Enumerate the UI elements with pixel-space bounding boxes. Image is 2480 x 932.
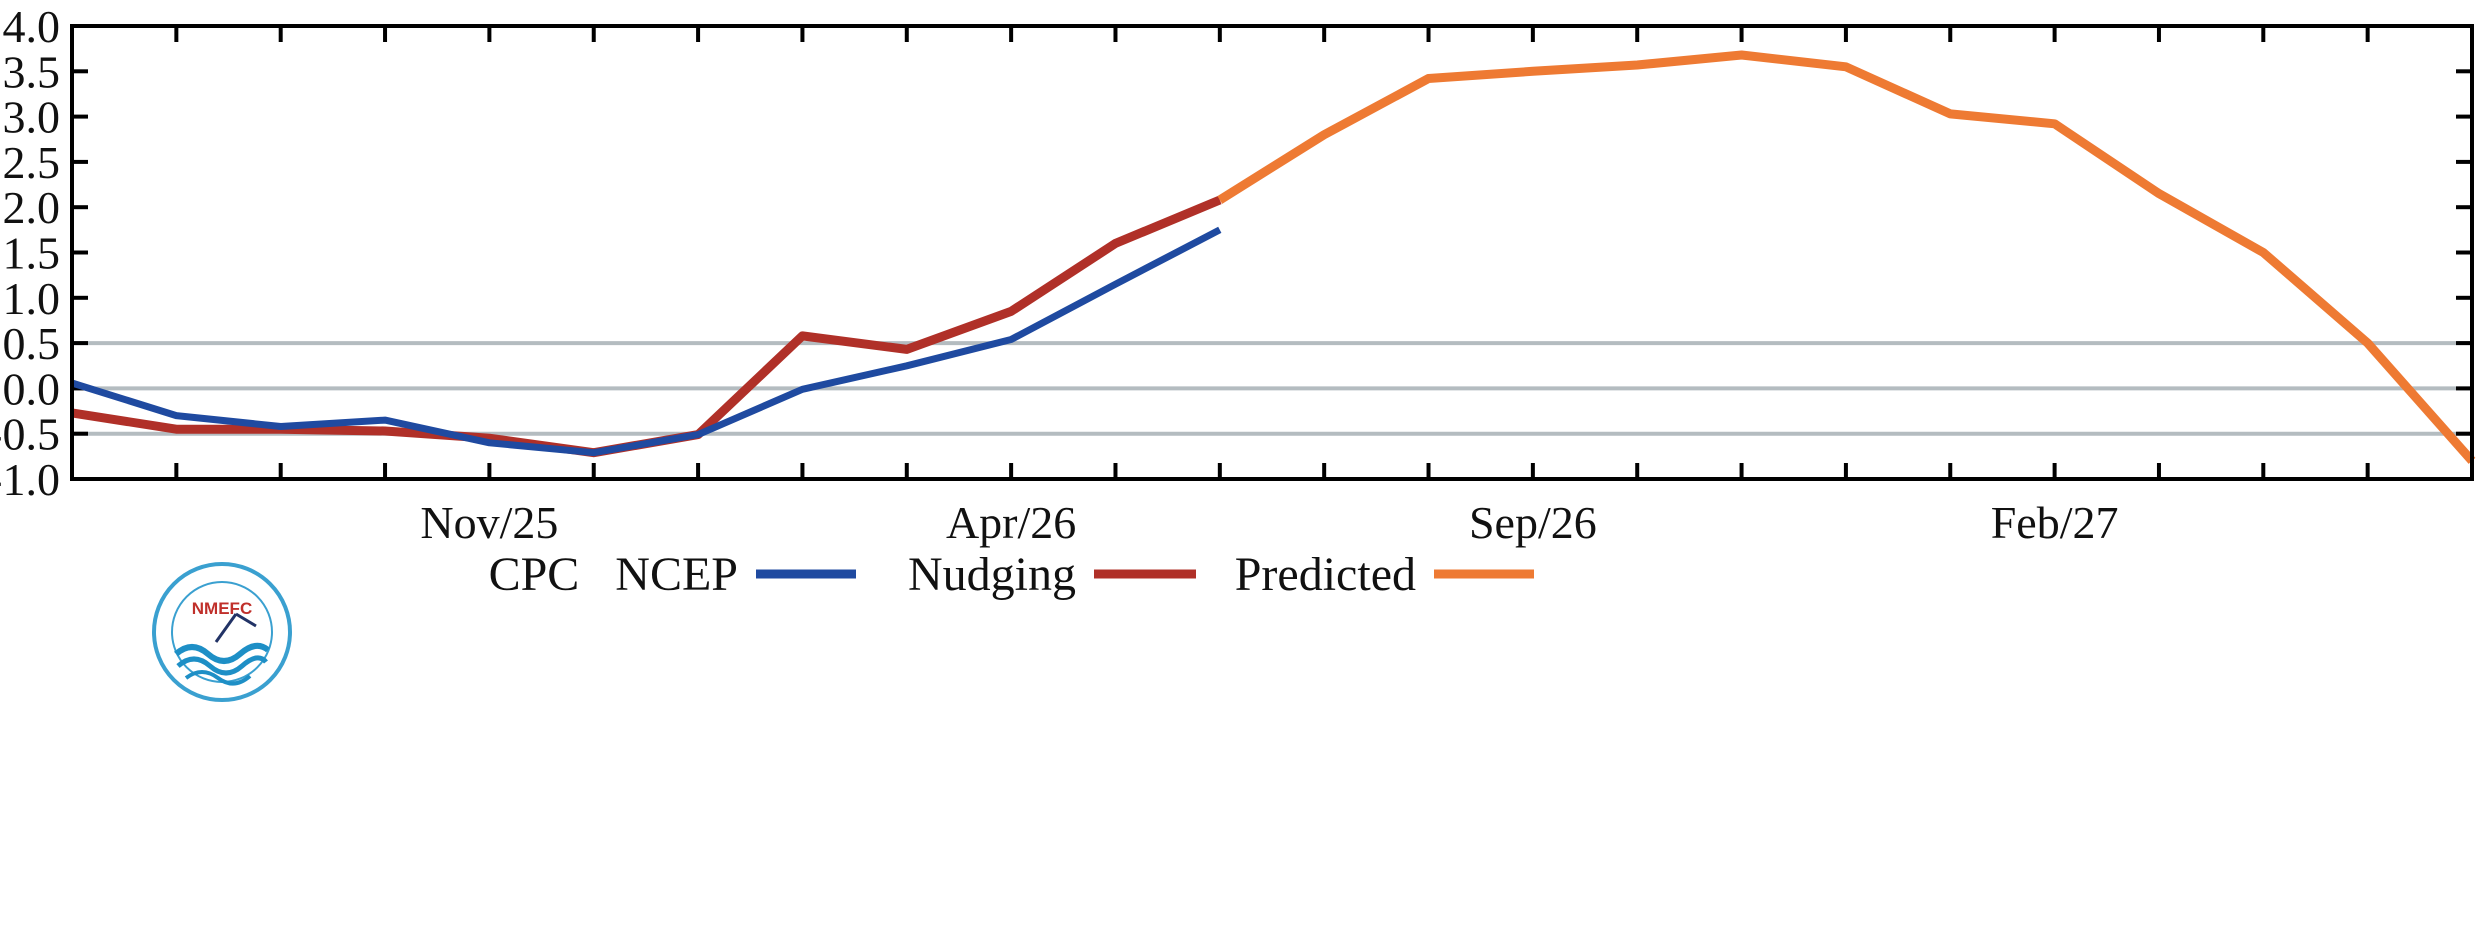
legend-label: CPC NCEP	[489, 548, 738, 601]
data-series	[70, 50, 2476, 464]
y-tick-label: 0.5	[3, 318, 61, 369]
y-tick-label: 2.0	[3, 182, 61, 233]
y-tick-label: 4.0	[3, 1, 61, 52]
y-tick-label: 1.0	[3, 273, 61, 324]
y-tick-label: 3.0	[3, 92, 61, 143]
series-line-cpc-ncep	[70, 226, 1222, 457]
plot-frame	[70, 24, 2474, 481]
y-tick-label: 1.5	[3, 228, 61, 279]
legend-label: Nudging	[908, 548, 1076, 601]
y-tick-label: -1.0	[0, 454, 60, 505]
y-tick-label: -0.5	[0, 409, 60, 460]
y-tick-label: 2.5	[3, 137, 61, 188]
nmefc-logo-icon: NMEFC	[152, 562, 292, 702]
x-tick-label: Sep/26	[1469, 497, 1597, 548]
logo-text: NMEFC	[192, 599, 252, 618]
legend-label: Predicted	[1235, 548, 1416, 601]
series-line-predicted	[1217, 50, 2476, 464]
y-tick-label: 3.5	[3, 46, 61, 97]
y-axis-tick-labels: -1.0-0.50.00.51.01.52.02.53.03.54.0	[0, 1, 60, 505]
y-tick-label: 0.0	[3, 363, 61, 414]
x-axis-tick-labels: Nov/25 Apr/26 Sep/26 Feb/27	[420, 497, 2118, 548]
series-line-nudging	[71, 195, 1222, 458]
x-tick-label: Feb/27	[1991, 497, 2119, 548]
reference-lines	[72, 341, 2472, 436]
x-tick-label: Apr/26	[946, 497, 1076, 548]
x-tick-label: Nov/25	[420, 497, 558, 548]
axis-ticks	[72, 24, 2472, 481]
legend: CPC NCEP Nudging Predicted	[489, 548, 1534, 601]
